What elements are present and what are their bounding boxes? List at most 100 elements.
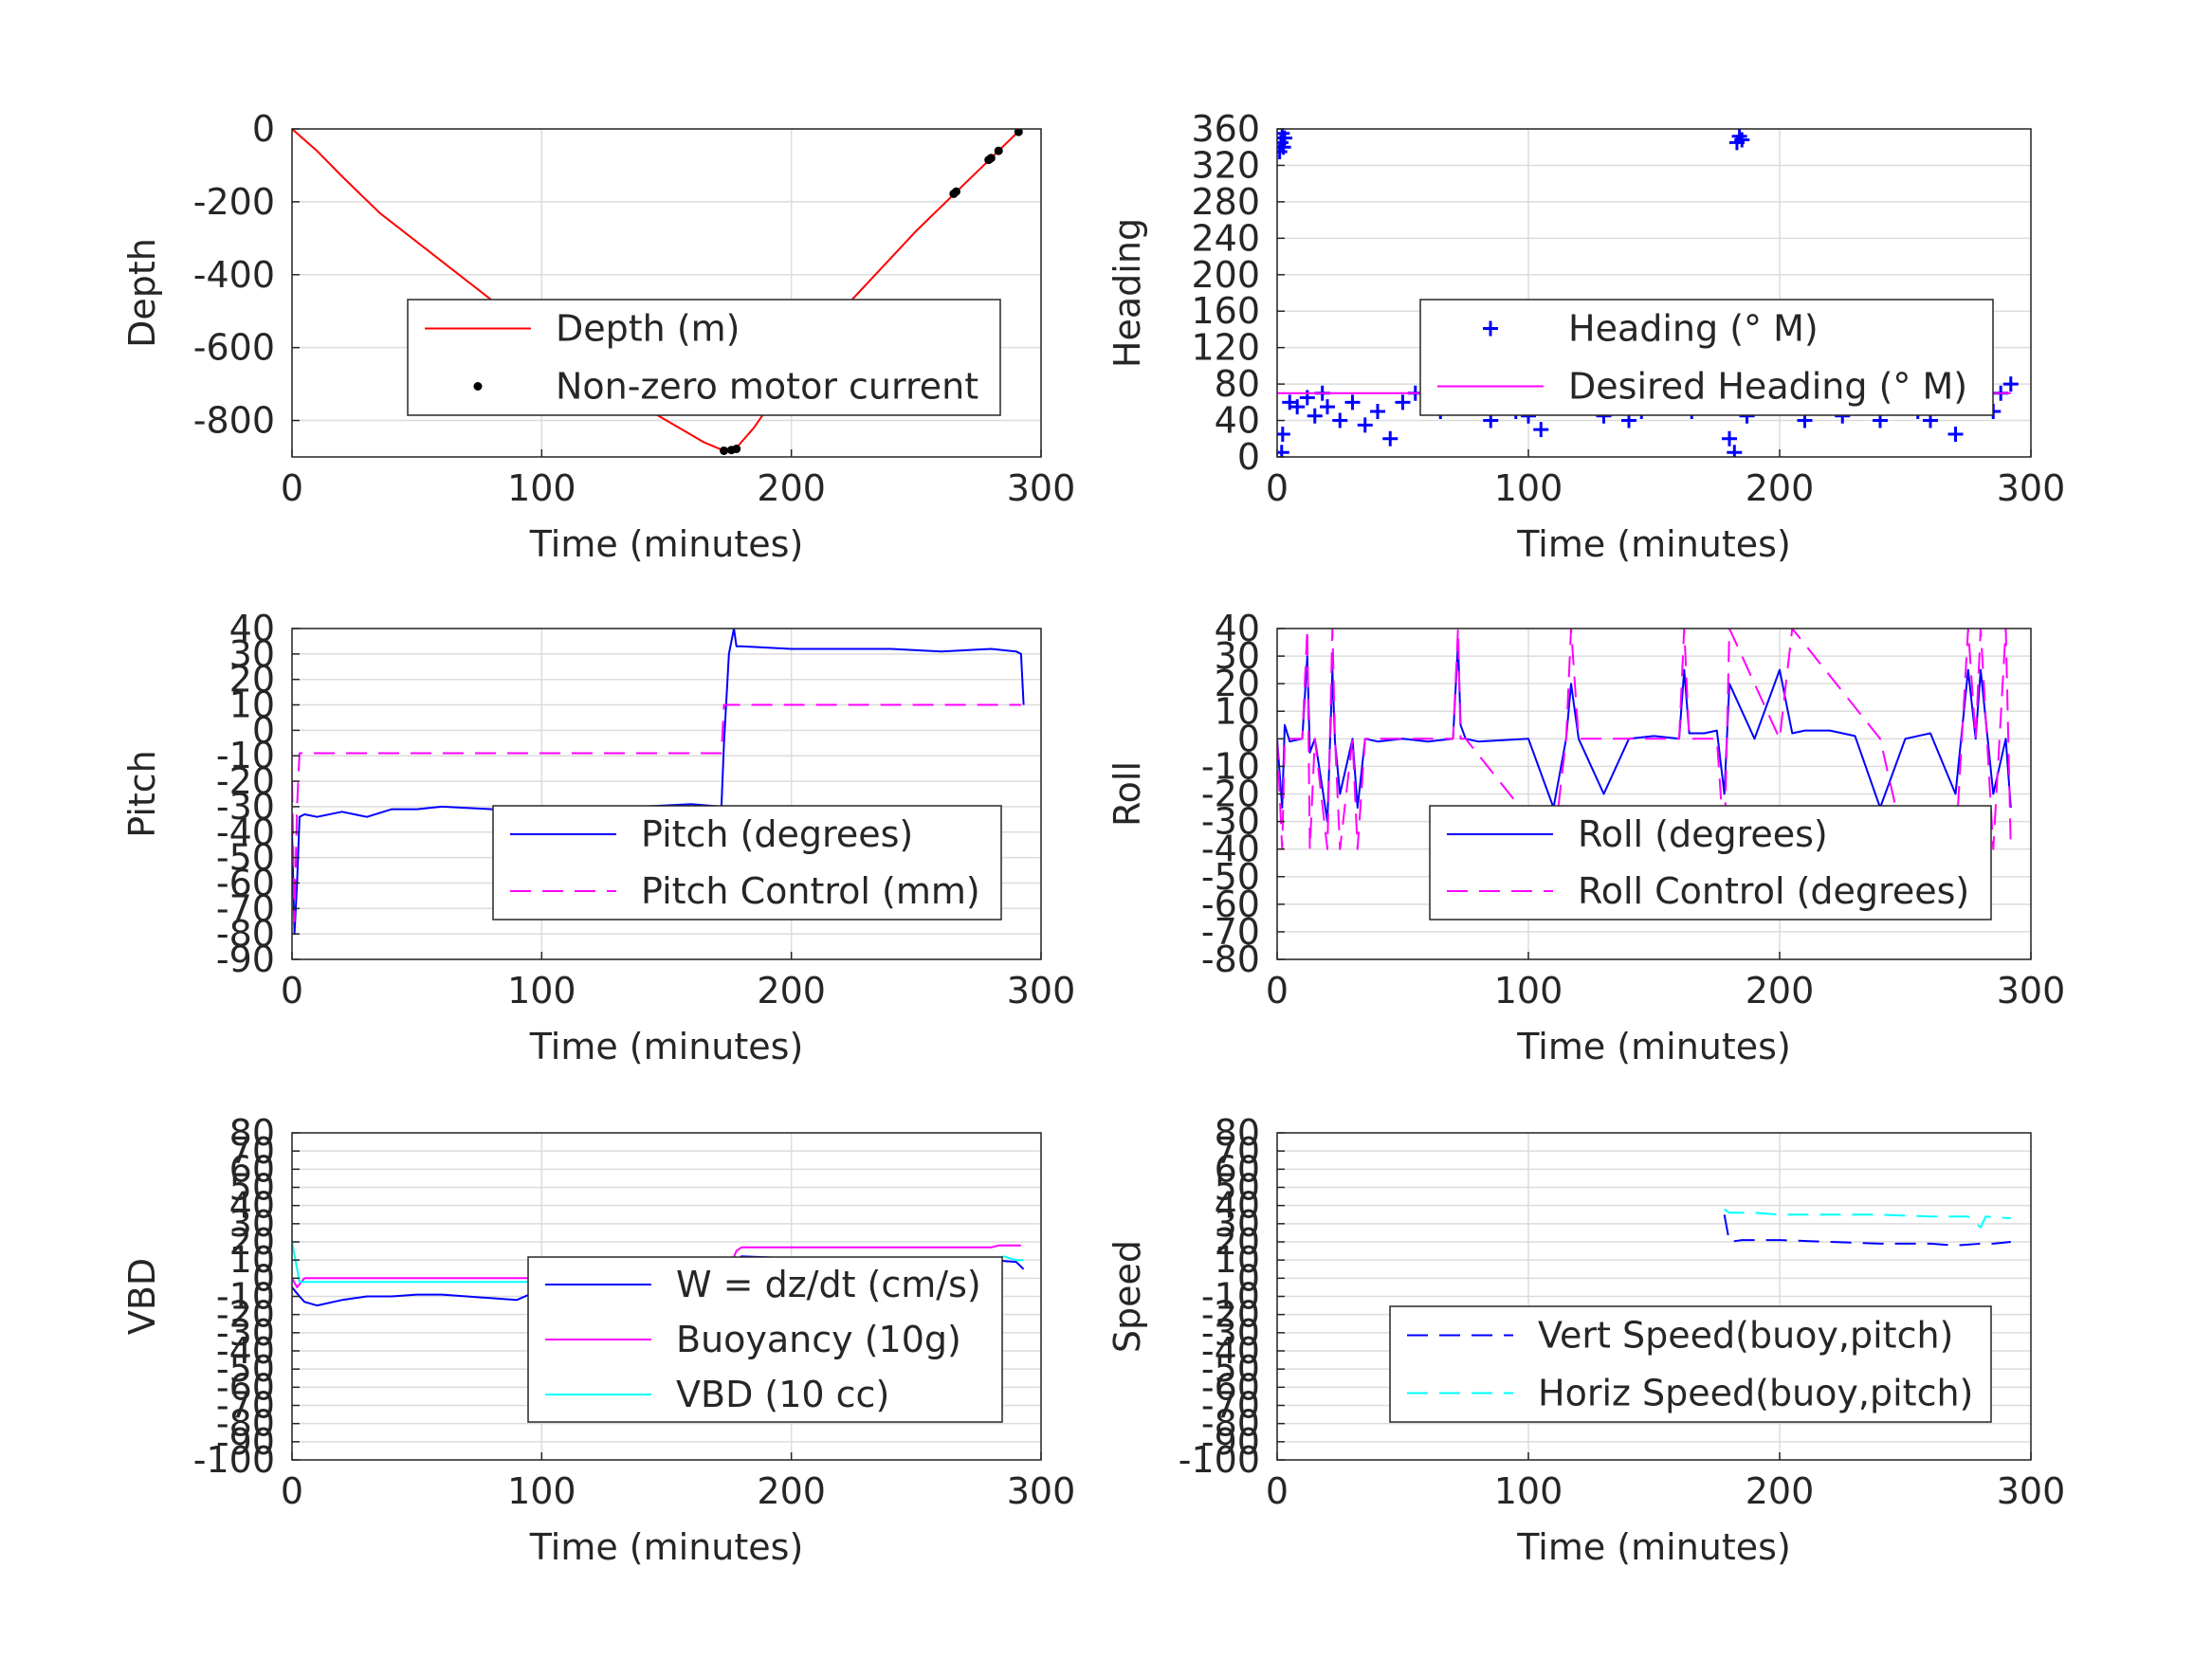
vbd-y-tick-label: -30 (216, 1312, 275, 1354)
speed-y-tick-label: 60 (1215, 1148, 1260, 1190)
heading-legend-entry-heading-m-swatch (1483, 320, 1498, 337)
heading-y-tick-label: 0 (1237, 436, 1260, 478)
roll-y-tick-label: 10 (1215, 690, 1260, 732)
depth-y-tick-label: 0 (252, 108, 275, 150)
speed-y-tick-label: -70 (1201, 1385, 1260, 1427)
roll-y-tick-label: -80 (1201, 939, 1260, 980)
roll-x-tick-label: 0 (1266, 970, 1289, 1012)
vbd-ticks: 0 100 200 300-100-90-80-70-60-50-40-30-20-1… (193, 1112, 1076, 1512)
vbd-x-tick-label: 200 (757, 1470, 826, 1512)
heading-legend-entry-desired-heading-m-label: Desired Heading (° M) (1568, 366, 1967, 408)
vbd-y-tick-label: -100 (193, 1439, 275, 1481)
speed-ticks: 0 100 200 300-100-90-80-70-60-50-40-30-20-1… (1179, 1112, 2066, 1512)
pitch-y-tick-label: -10 (216, 735, 275, 776)
heading-series-heading-m-point (1332, 412, 1348, 428)
heading-series-heading-m-point (1320, 399, 1335, 415)
speed-y-axis-label: Speed (1106, 1240, 1148, 1353)
pitch-y-tick-label: -30 (216, 786, 275, 828)
depth-series-non-zero-motor-current-point (994, 146, 1003, 155)
vbd-y-tick-label: -40 (216, 1330, 275, 1372)
roll-subplot: 0 100 200 300-80-70-60-50-40-30-20-10010203… (1106, 608, 2065, 1067)
roll-legend-box (1429, 805, 1992, 921)
speed-x-tick-label: 100 (1494, 1470, 1563, 1512)
depth-series-non-zero-motor-current-point (1014, 129, 1023, 137)
vbd-y-tick-label: 0 (252, 1257, 275, 1299)
pitch-x-axis-label: Time (minutes) (529, 1026, 804, 1067)
heading-series-heading-m-point (1533, 422, 1549, 438)
vbd-y-axis-label: VBD (121, 1258, 163, 1335)
pitch-y-tick-label: -60 (216, 862, 275, 903)
heading-legend-box (1419, 299, 1994, 416)
roll-legend-entry-roll-degrees-label: Roll (degrees) (1578, 813, 1828, 855)
speed-y-tick-label: -30 (1201, 1312, 1260, 1354)
pitch-y-tick-label: -90 (216, 939, 275, 980)
vbd-x-tick-label: 300 (1007, 1470, 1076, 1512)
pitch-y-tick-label: 10 (229, 684, 275, 726)
roll-y-tick-label: -10 (1201, 745, 1260, 787)
heading-y-axis-label: Heading (1106, 218, 1148, 368)
speed-legend-box (1389, 1305, 1992, 1423)
heading-y-tick-label: 160 (1191, 290, 1260, 332)
vbd-y-tick-label: 10 (229, 1239, 275, 1281)
roll-x-tick-label: 200 (1746, 970, 1815, 1012)
pitch-x-tick-label: 100 (507, 970, 576, 1012)
speed-y-tick-label: -60 (1201, 1366, 1260, 1408)
roll-ticks: 0 100 200 300-80-70-60-50-40-30-20-10010203… (1201, 608, 2065, 1012)
depth-x-tick-label: 200 (757, 467, 826, 509)
heading-series-heading-m-point (1277, 130, 1292, 146)
speed-y-tick-label: 50 (1215, 1167, 1260, 1209)
vbd-legend-entry-w-dz-dt-cm-s-label: W = dz/dt (cm/s) (676, 1264, 981, 1305)
depth-y-tick-label: -600 (193, 327, 275, 369)
depth-series-non-zero-motor-current-point (951, 187, 960, 196)
pitch-y-axis-label: Pitch (121, 750, 163, 838)
vbd-legend: W = dz/dt (cm/s) Buoyancy (10g) VBD (10 cc… (527, 1256, 1003, 1423)
speed-y-tick-label: 0 (1237, 1257, 1260, 1299)
vbd-y-tick-label: 60 (229, 1148, 275, 1190)
depth-plot-area (292, 129, 1023, 455)
vbd-y-tick-label: 20 (229, 1221, 275, 1263)
pitch-y-tick-label: 20 (229, 659, 275, 701)
heading-series-heading-m-point (1734, 132, 1750, 148)
heading-axes-frame (1276, 128, 2032, 458)
vbd-x-tick-label: 0 (281, 1470, 303, 1512)
speed-series-group (1723, 1208, 2011, 1247)
heading-series-heading-m-point (1289, 399, 1306, 415)
depth-legend-entry-depth-m-label: Depth (m) (556, 308, 740, 350)
depth-axes-frame (291, 128, 1042, 458)
depth-legend: Depth (m) Non-zero motor current (407, 299, 1001, 416)
speed-y-tick-label: -10 (1201, 1276, 1260, 1318)
pitch-legend: Pitch (degrees) Pitch Control (mm) (492, 805, 1002, 921)
depth-x-axis-label: Time (minutes) (529, 523, 804, 565)
pitch-ticks: 0 100 200 300-90-80-70-60-50-40-30-20-10010… (216, 608, 1075, 1012)
pitch-legend-entry-pitch-control-mm-label: Pitch Control (mm) (641, 870, 980, 912)
roll-y-tick-label: -50 (1201, 856, 1260, 898)
depth-series-non-zero-motor-current-point (732, 445, 741, 454)
heading-series-heading-m-point (1727, 445, 1743, 457)
pitch-y-tick-label: -40 (216, 811, 275, 853)
depth-y-tick-label: -800 (193, 400, 275, 442)
pitch-axes-frame (291, 628, 1042, 960)
depth-y-tick-label: -400 (193, 254, 275, 296)
heading-x-tick-label: 200 (1746, 467, 1815, 509)
vbd-y-tick-label: -60 (216, 1366, 275, 1408)
pitch-x-tick-label: 300 (1007, 970, 1076, 1012)
speed-y-tick-label: -80 (1201, 1403, 1260, 1445)
heading-x-axis-label: Time (minutes) (1516, 523, 1791, 565)
vbd-y-tick-label: 70 (229, 1130, 275, 1172)
speed-y-tick-label: -20 (1201, 1294, 1260, 1336)
heading-series-heading-m-point (1307, 408, 1323, 424)
roll-y-tick-label: -60 (1201, 884, 1260, 925)
vbd-y-tick-label: 40 (229, 1185, 275, 1227)
heading-series-heading-m-point (1722, 430, 1737, 447)
roll-x-tick-label: 300 (1997, 970, 2066, 1012)
roll-y-tick-label: 40 (1215, 608, 1260, 649)
speed-y-tick-label: -50 (1201, 1348, 1260, 1390)
roll-y-tick-label: -40 (1201, 829, 1260, 870)
speed-y-tick-label: 30 (1215, 1203, 1260, 1245)
depth-series-depth-m (292, 129, 1022, 451)
depth-x-tick-label: 100 (507, 467, 576, 509)
heading-y-tick-label: 40 (1215, 400, 1260, 442)
speed-legend: Vert Speed(buoy,pitch) Horiz Speed(buoy,p… (1389, 1305, 1992, 1423)
